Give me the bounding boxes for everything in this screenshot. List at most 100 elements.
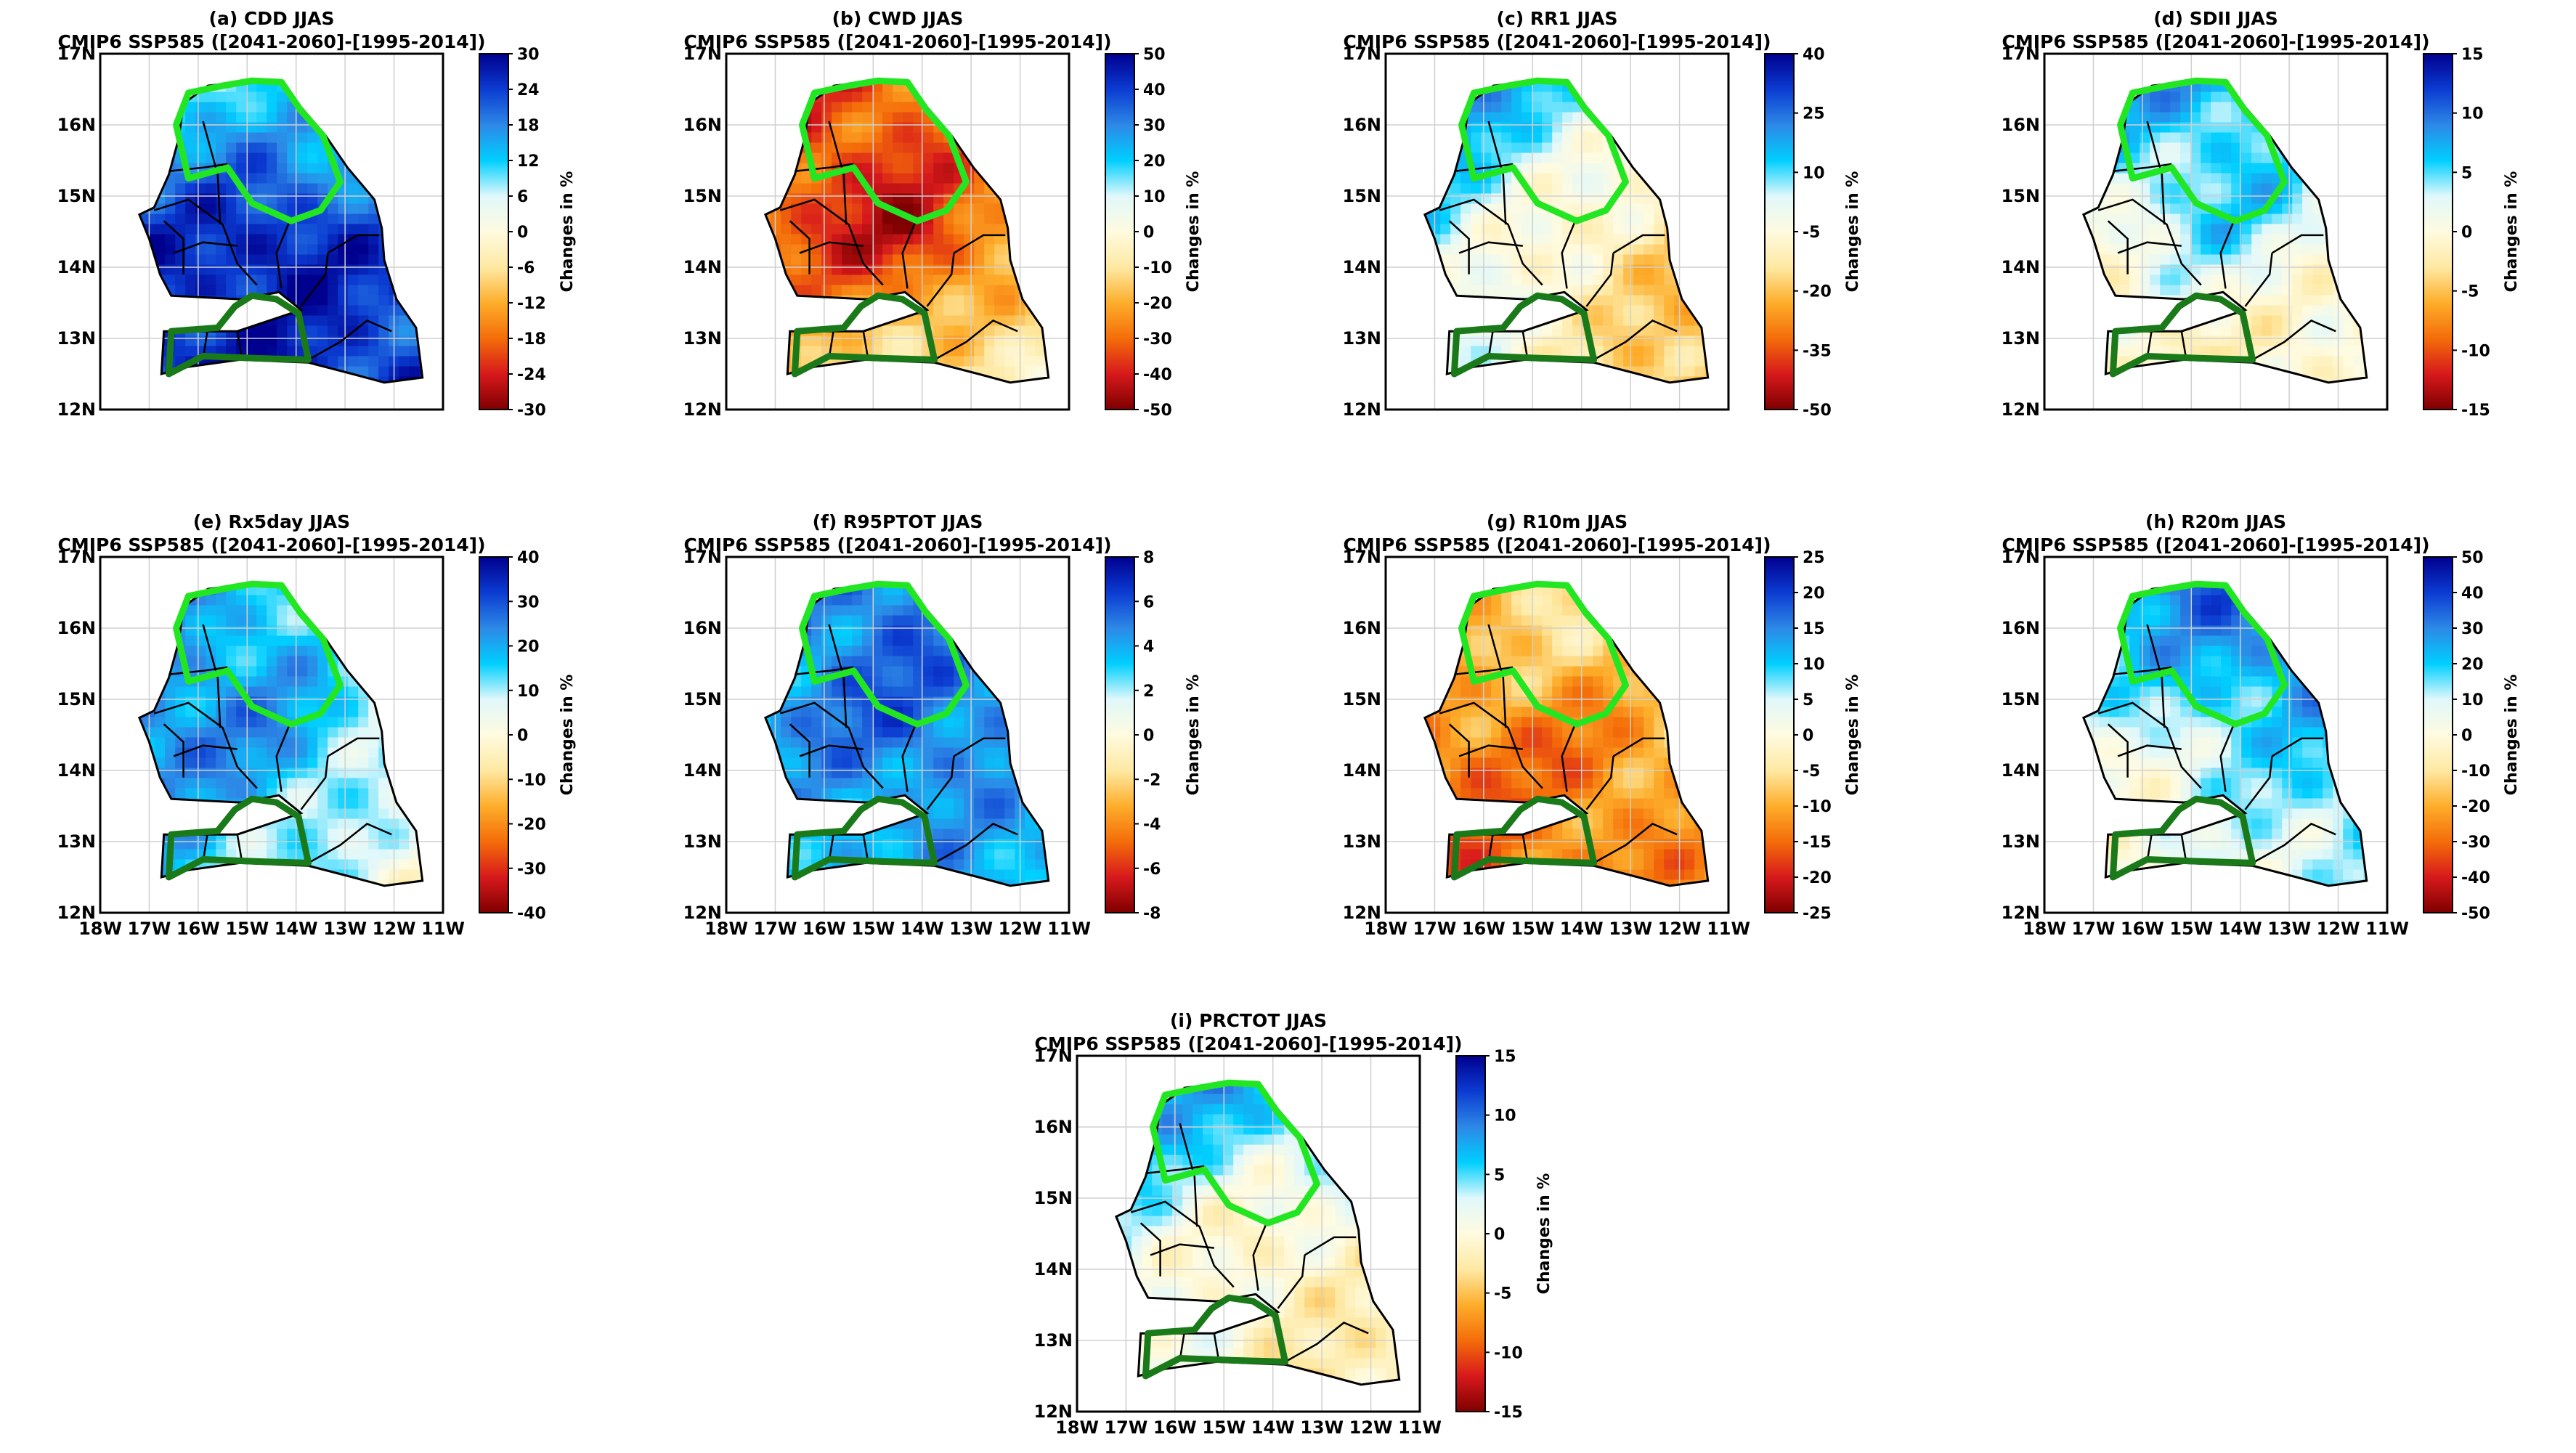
region-border — [1179, 1123, 1198, 1227]
region-border — [795, 163, 854, 172]
colorbar-label: Changes in % — [1185, 171, 1203, 293]
map-frame — [99, 52, 444, 411]
lat-tick: 14N — [1034, 1259, 1073, 1279]
lon-tick: 11W — [1047, 919, 1091, 939]
lat-tick: 17N — [2002, 44, 2040, 64]
colorbar-tick: 10 — [1494, 1107, 1516, 1126]
colorbar-tick: 0 — [2461, 224, 2472, 242]
colorbar — [1764, 556, 1795, 913]
region-border — [1487, 624, 1507, 728]
lat-tick: 17N — [1343, 44, 1381, 64]
lon-tick: 15W — [225, 919, 269, 939]
map-frame — [1384, 555, 1730, 914]
colorbar-tick: -15 — [1494, 1404, 1523, 1422]
panel-title: (c) RR1 JJAS — [1497, 8, 1618, 29]
region-border — [2219, 216, 2237, 289]
colorbar-tick: 0 — [517, 224, 528, 242]
lon-tick: 15W — [851, 919, 895, 939]
colorbar-tick: 50 — [2461, 549, 2484, 567]
lat-tick: 15N — [57, 689, 96, 709]
panel-subtitle: CMIP6 SSP585 ([2041-2060]-[1995-2014]) — [57, 534, 485, 555]
panel-subtitle: CMIP6 SSP585 ([2041-2060]-[1995-2014]) — [57, 31, 485, 52]
colorbar-tick: 2 — [1143, 683, 1154, 701]
colorbar — [2423, 53, 2453, 410]
lat-tick: 16N — [57, 115, 96, 135]
region-border — [1304, 1236, 1357, 1256]
region-border — [163, 723, 184, 778]
lat-tick: 15N — [1343, 186, 1381, 206]
region-border — [2219, 720, 2237, 792]
lat-tick: 12N — [1034, 1401, 1073, 1422]
map-frame — [725, 52, 1070, 411]
region-border — [2251, 823, 2336, 864]
panel-title: (g) R10m JJAS — [1487, 511, 1628, 532]
panel-subtitle: CMIP6 SSP585 ([2041-2060]-[1995-2014]) — [1343, 534, 1771, 555]
colorbar-tick: -5 — [1494, 1285, 1511, 1303]
colorbar — [2423, 556, 2453, 913]
lon-tick: 14W — [1251, 1417, 1295, 1438]
colorbar-tick: -10 — [2461, 342, 2490, 360]
lon-tick: 18W — [1364, 919, 1407, 939]
lon-tick: 13W — [1609, 919, 1652, 939]
region-border — [933, 823, 1018, 864]
panel-subtitle: CMIP6 SSP585 ([2041-2060]-[1995-2014]) — [683, 534, 1111, 555]
region-border — [1277, 1255, 1306, 1309]
colorbar-tick: 18 — [517, 117, 540, 135]
colorbar-tick: -40 — [517, 905, 546, 923]
region-border — [1139, 1222, 1161, 1277]
lat-tick: 12N — [57, 399, 96, 420]
colorbar-tick: -30 — [2461, 834, 2490, 852]
south-zone-outline — [165, 795, 312, 881]
colorbar-tick: 20 — [1803, 585, 1825, 603]
colorbar-label: Changes in % — [1185, 675, 1203, 796]
colorbar-tick: 30 — [517, 593, 540, 611]
lat-tick: 14N — [2002, 257, 2040, 277]
lat-tick: 16N — [1034, 1117, 1073, 1137]
colorbar-label: Changes in % — [2503, 171, 2521, 293]
colorbar-tick: 0 — [517, 727, 528, 745]
lat-tick: 13N — [2002, 831, 2040, 852]
lat-tick: 17N — [57, 547, 96, 567]
region-border — [2107, 220, 2129, 274]
panel-title: (e) Rx5day JJAS — [193, 511, 350, 532]
colorbar-tick: 4 — [1143, 638, 1154, 656]
region-border — [275, 720, 293, 792]
lon-tick: 18W — [78, 919, 122, 939]
colorbar-tick: -24 — [517, 366, 546, 384]
lat-tick: 15N — [683, 689, 722, 709]
lon-tick: 18W — [704, 919, 748, 939]
colorbar-tick: -10 — [1494, 1344, 1523, 1362]
region-border — [828, 624, 848, 728]
lat-tick: 14N — [683, 257, 722, 277]
colorbar-tick: 0 — [1143, 224, 1154, 242]
lon-tick: 17W — [127, 919, 171, 939]
colorbar-tick: -10 — [2461, 762, 2490, 781]
lon-tick: 16W — [2121, 919, 2164, 939]
region-border — [1130, 1200, 1235, 1288]
region-border — [168, 163, 228, 172]
south-zone-outline — [791, 292, 938, 378]
colorbar-tick: 20 — [517, 638, 540, 656]
lat-tick: 16N — [1343, 618, 1381, 638]
region-border — [1448, 220, 1470, 274]
lon-tick: 15W — [1511, 919, 1554, 939]
lat-tick: 14N — [1343, 760, 1381, 781]
region-border — [2244, 756, 2273, 810]
map-frame — [1076, 1054, 1421, 1413]
lon-tick: 14W — [2219, 919, 2262, 939]
lat-tick: 14N — [1343, 257, 1381, 277]
region-border — [2146, 121, 2166, 225]
colorbar-tick: 40 — [2461, 585, 2484, 603]
region-border — [1593, 320, 1678, 361]
region-border — [1585, 756, 1614, 810]
region-border — [327, 737, 380, 757]
lon-tick: 17W — [2071, 919, 2115, 939]
lon-tick: 12W — [999, 919, 1042, 939]
region-border — [1145, 1165, 1205, 1174]
region-border — [2251, 320, 2336, 361]
colorbar-tick: 10 — [1803, 164, 1825, 182]
